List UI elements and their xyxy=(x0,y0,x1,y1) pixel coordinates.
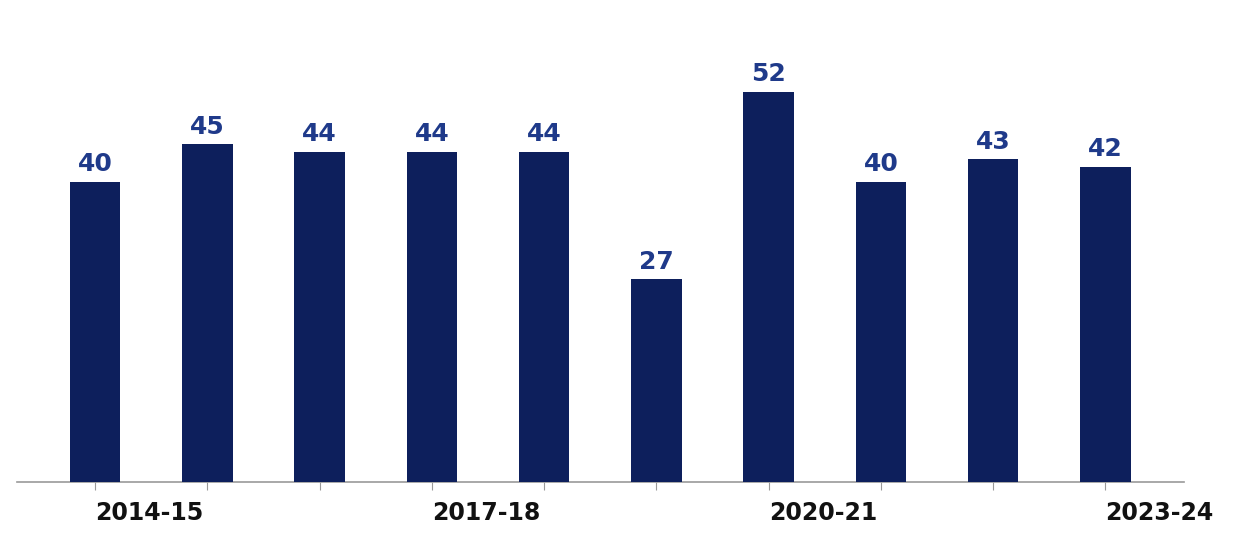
Text: 44: 44 xyxy=(414,122,449,146)
Text: 43: 43 xyxy=(975,130,1010,154)
Text: 42: 42 xyxy=(1088,138,1123,162)
Bar xyxy=(182,144,233,482)
Text: 45: 45 xyxy=(190,115,225,139)
Text: 40: 40 xyxy=(863,152,898,177)
Bar xyxy=(295,152,345,482)
Bar xyxy=(1080,167,1131,482)
Text: 40: 40 xyxy=(78,152,113,177)
Bar xyxy=(856,182,906,482)
Bar xyxy=(968,159,1019,482)
Text: 52: 52 xyxy=(751,62,786,87)
Text: 27: 27 xyxy=(639,250,674,274)
Text: 44: 44 xyxy=(302,122,337,146)
Bar xyxy=(407,152,458,482)
Bar xyxy=(631,279,682,482)
Bar xyxy=(70,182,121,482)
Bar xyxy=(519,152,570,482)
Bar xyxy=(744,92,794,482)
Text: 44: 44 xyxy=(526,122,561,146)
